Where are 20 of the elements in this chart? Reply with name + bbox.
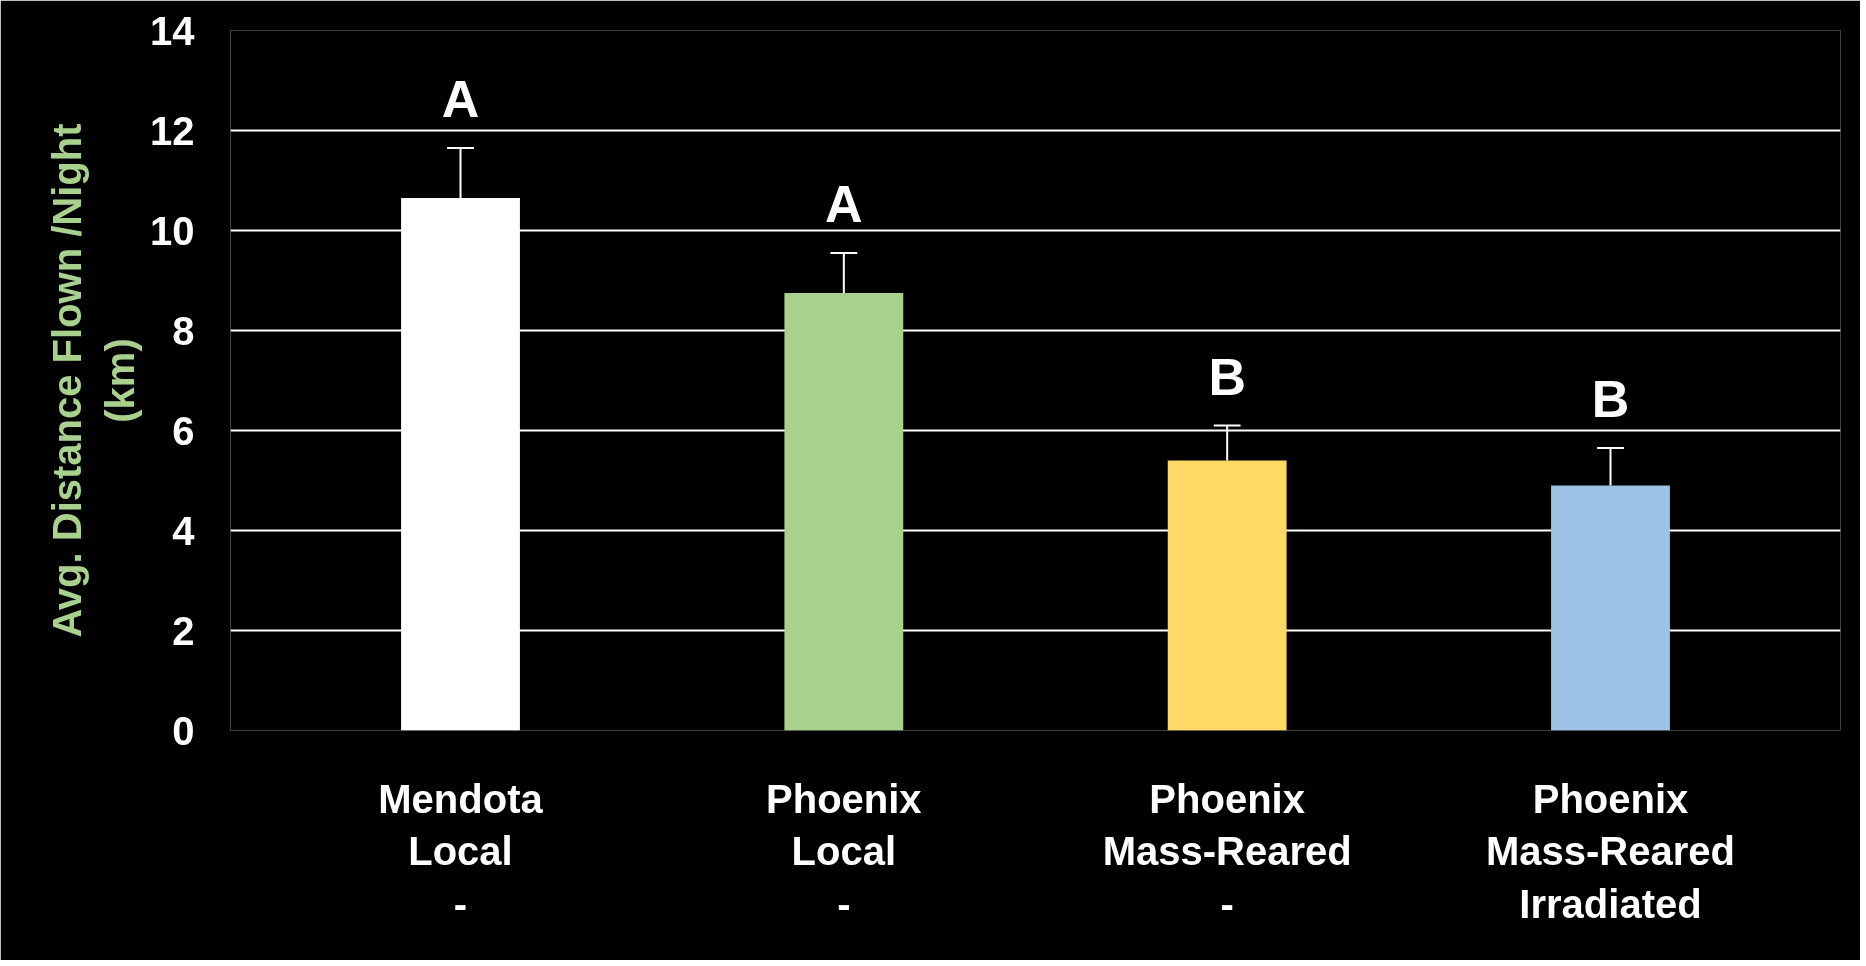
y-tick-label: 0 bbox=[172, 708, 195, 753]
x-tick-label: Phoenix Local - bbox=[766, 776, 922, 927]
y-tick-label: 8 bbox=[172, 308, 195, 353]
y-tick-label: 4 bbox=[172, 508, 196, 553]
y-tick-label: 6 bbox=[172, 408, 195, 453]
annotation: B bbox=[1591, 370, 1630, 428]
bar bbox=[784, 293, 904, 731]
y-tick-label: 14 bbox=[150, 8, 196, 53]
y-axis-title: Avg. Distance Flown /Night (km) bbox=[45, 123, 143, 638]
x-tick-label: Phoenix Mass-Reared - bbox=[1102, 776, 1352, 927]
x-tick-label: Mendota Local - bbox=[378, 776, 544, 927]
annotation: A bbox=[441, 70, 480, 128]
y-tick-label: 2 bbox=[172, 608, 195, 653]
x-tick-label: Phoenix Mass-Reared Irradiated bbox=[1486, 776, 1736, 927]
y-tick-label: 12 bbox=[150, 108, 195, 153]
bar bbox=[1167, 460, 1287, 731]
annotation: A bbox=[825, 175, 863, 233]
bar bbox=[1551, 485, 1670, 731]
annotation: B bbox=[1208, 347, 1246, 406]
y-tick-label: 10 bbox=[150, 208, 195, 253]
